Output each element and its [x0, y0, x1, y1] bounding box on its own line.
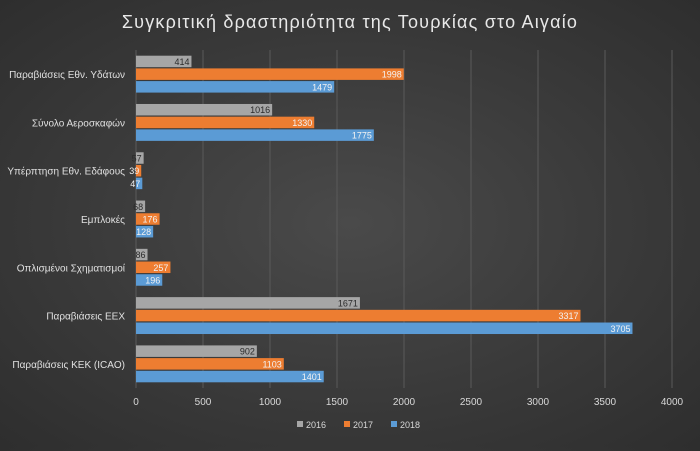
data-label-2018: 47 — [130, 179, 140, 189]
category-label: Υπέρπτηση Εθν. Εδάφους — [7, 166, 125, 178]
bar-2016 — [136, 345, 257, 357]
legend-swatch-2018 — [391, 421, 397, 427]
data-label-2018: 128 — [136, 227, 151, 237]
bar-2017 — [136, 309, 581, 322]
legend-label: 2016 — [306, 420, 326, 430]
x-tick-label: 500 — [195, 397, 212, 408]
bar-2017 — [136, 68, 404, 80]
bar-2017 — [136, 116, 315, 129]
category-labels: Παραβιάσεις Εθν. Υδάτων Σύνολο Αεροσκαφών… — [7, 69, 125, 371]
x-tick-label: 2500 — [460, 397, 483, 408]
bar-2018 — [136, 81, 335, 93]
bar-2018 — [136, 274, 163, 286]
bar-2016 — [136, 152, 144, 164]
bar-2017 — [136, 261, 171, 274]
x-tick-label: 2000 — [393, 397, 416, 408]
data-label-2016: 1016 — [250, 105, 270, 115]
category-label: Παραβιάσεις Εθν. Υδάτων — [9, 69, 125, 81]
category-label: Οπλισμένοι Σχηματισμοί — [17, 262, 126, 274]
data-label-2016: 902 — [240, 347, 255, 357]
bar-2018 — [136, 370, 324, 383]
data-label-2017: 39 — [129, 166, 139, 176]
data-label-2016: 1671 — [338, 298, 358, 308]
x-tick-label: 1500 — [326, 397, 349, 408]
legend-label: 2018 — [400, 420, 420, 430]
category-label: Παραβιάσεις ΕΕΧ — [46, 311, 125, 323]
data-label-2017: 176 — [143, 215, 158, 225]
bar-2017 — [136, 213, 160, 225]
data-label-2017: 257 — [153, 263, 168, 273]
x-axis-tick-labels: 0 500 1000 1500 2000 2500 3000 3500 4000 — [133, 397, 683, 408]
x-tick-label: 3500 — [594, 397, 617, 408]
bar-2018 — [136, 225, 154, 238]
grid-layer — [135, 50, 673, 388]
data-label-2016: 86 — [136, 250, 146, 260]
data-label-2017: 1330 — [292, 118, 312, 128]
data-label-2018: 3705 — [610, 324, 630, 334]
bar-2016 — [136, 103, 273, 116]
x-tick-label: 0 — [133, 397, 139, 408]
data-label-2018: 196 — [145, 275, 160, 285]
bar-2016 — [136, 200, 146, 213]
bar-2016 — [136, 297, 360, 309]
bar-2017 — [136, 164, 142, 177]
data-label-2017: 1103 — [262, 359, 281, 369]
bar-2018 — [136, 129, 374, 141]
bar-2018 — [136, 322, 633, 335]
bar-2018 — [136, 177, 143, 190]
category-label: Σύνολο Αεροσκαφών — [32, 117, 125, 129]
category-label: Εμπλοκές — [81, 214, 125, 226]
data-label-2018: 1479 — [312, 82, 332, 92]
data-label-2016: 57 — [132, 154, 142, 164]
legend-swatch-2017 — [344, 421, 350, 427]
bar-2016 — [136, 248, 148, 261]
x-tick-label: 4000 — [661, 397, 684, 408]
category-label: Παραβιάσεις ΚΕΚ (ICAO) — [12, 359, 125, 371]
x-tick-label: 1000 — [259, 397, 282, 408]
legend-swatch-2016 — [297, 421, 303, 427]
legend: 2016 2017 2018 — [297, 420, 420, 430]
bar-2016 — [136, 55, 192, 68]
data-label-2017: 3317 — [558, 311, 578, 321]
data-label-2017: 1998 — [382, 70, 402, 80]
data-label-2016: 68 — [133, 202, 143, 212]
bar-2017 — [136, 358, 284, 370]
data-label-2018: 1775 — [352, 131, 372, 141]
data-label-2016: 414 — [174, 57, 189, 67]
legend-label: 2017 — [353, 420, 373, 430]
x-tick-label: 3000 — [527, 397, 550, 408]
data-label-2018: 1401 — [302, 372, 322, 382]
chart-title: Συγκριτική δραστηριότητα της Τουρκίας στ… — [122, 12, 578, 32]
